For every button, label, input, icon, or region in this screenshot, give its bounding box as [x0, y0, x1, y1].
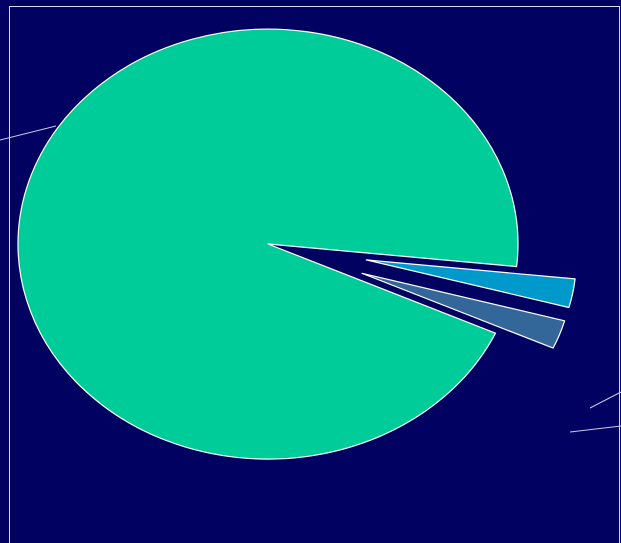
leader-lines	[0, 125, 621, 433]
leader-line-1	[0, 125, 57, 141]
chart-frame	[9, 6, 620, 543]
pie-slice-3	[361, 272, 566, 349]
pie-slices	[17, 28, 576, 460]
pie-slice-1	[17, 28, 519, 460]
pie-slice-2	[365, 259, 576, 309]
leader-line-3	[569, 425, 621, 433]
leader-line-2	[589, 391, 621, 409]
